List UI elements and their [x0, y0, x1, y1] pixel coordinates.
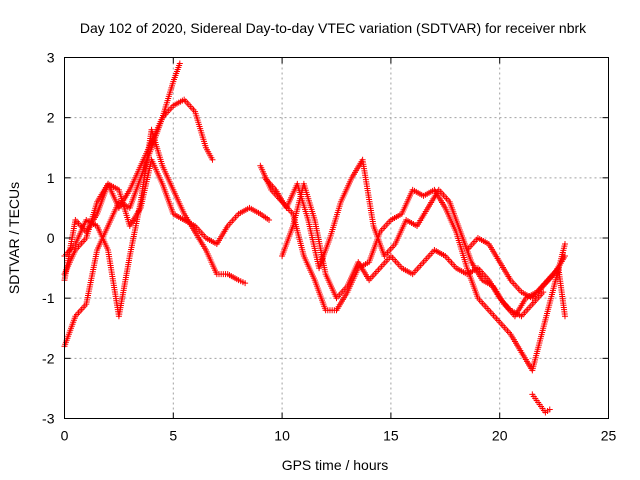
- data-point: [266, 216, 273, 223]
- x-tick-label: 10: [274, 428, 290, 444]
- y-tick-label: -1: [42, 290, 55, 306]
- data-point: [209, 156, 216, 163]
- chart-title: Day 102 of 2020, Sidereal Day-to-day VTE…: [80, 20, 587, 36]
- y-tick-label: -3: [42, 411, 55, 427]
- data-point: [242, 280, 249, 287]
- series-track-4: [61, 156, 273, 278]
- x-tick-label: 25: [601, 428, 617, 444]
- data-marks: [61, 60, 568, 416]
- x-axis-label: GPS time / hours: [282, 457, 389, 473]
- data-point: [546, 406, 553, 413]
- y-axis-label: SDTVAR / TECUs: [6, 182, 22, 294]
- ticks: 0 5 10 15 20 25 -3 -2 -1 0 1 2 3: [42, 50, 616, 444]
- x-tick-label: 0: [61, 428, 69, 444]
- series-track-3: [61, 126, 249, 320]
- data-point: [176, 60, 183, 67]
- y-tick-label: -2: [42, 350, 55, 366]
- x-tick-label: 20: [492, 428, 508, 444]
- series-track-8: [464, 235, 568, 302]
- data-point: [561, 313, 568, 320]
- series-track-9: [529, 391, 553, 416]
- x-tick-label: 15: [383, 428, 399, 444]
- grid: [64, 57, 609, 419]
- data-point: [561, 241, 568, 248]
- y-tick-label: 3: [47, 50, 55, 66]
- x-tick-label: 5: [169, 428, 177, 444]
- y-tick-label: 2: [47, 110, 55, 126]
- data-point: [540, 289, 547, 296]
- y-tick-label: 0: [47, 230, 55, 246]
- series-track-7: [279, 180, 547, 320]
- data-point: [561, 253, 568, 260]
- y-tick-label: 1: [47, 170, 55, 186]
